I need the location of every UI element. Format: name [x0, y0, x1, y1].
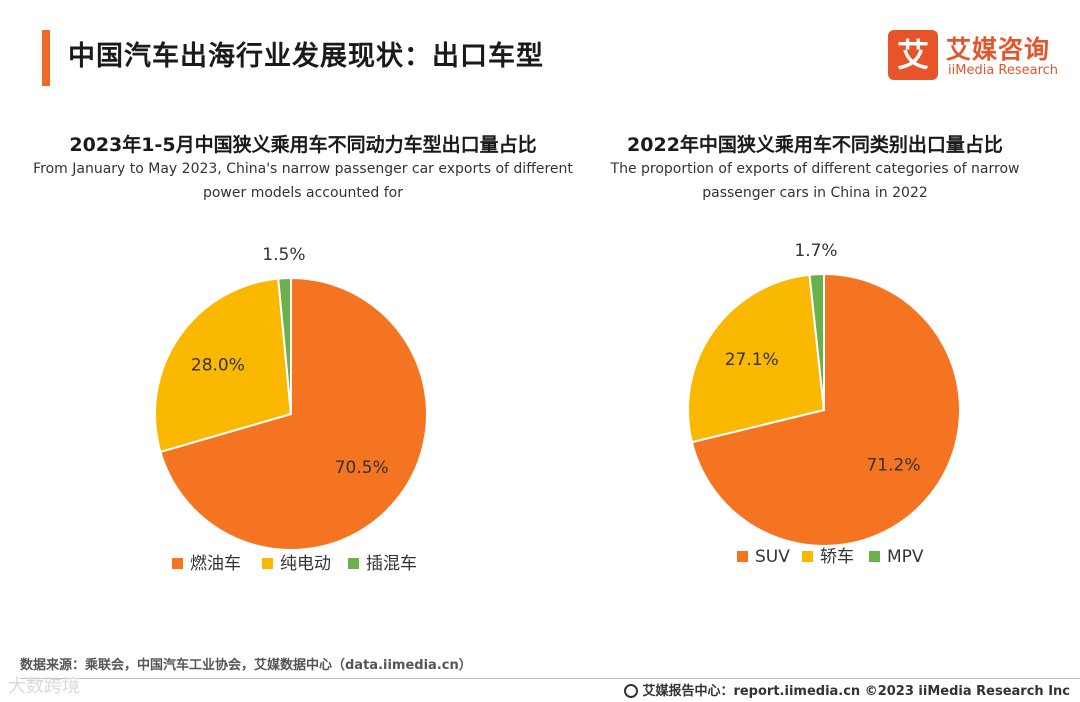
- title-accent-bar: [42, 30, 50, 86]
- chart2-slice-3: [808, 272, 825, 411]
- chart2-subtitle-line1: The proportion of exports of different c…: [610, 161, 1020, 177]
- chart2-legend-label-3: MPV: [887, 547, 924, 567]
- globe-icon: [624, 684, 639, 698]
- chart2-label-2: 27.1%: [725, 350, 779, 370]
- chart2-subtitle: The proportion of exports of different c…: [535, 157, 1080, 205]
- chart1-label-3: 1.5%: [262, 245, 305, 265]
- chart1-legend-swatch-2: [262, 558, 273, 569]
- chart1-legend-swatch-3: [348, 558, 359, 569]
- logo-mark: 艾: [888, 30, 938, 80]
- chart2-legend-swatch-2: [802, 551, 813, 562]
- data-source: 数据来源：乘联会，中国汽车工业协会，艾媒数据中心（data.iimedia.cn…: [20, 658, 472, 673]
- chart1-subtitle-line2: power models accounted for: [202, 185, 404, 201]
- chart2-slice-2: [687, 273, 826, 444]
- chart1-label-2: 28.0%: [191, 355, 245, 375]
- chart2-title: 2022年中国狭义乘用车不同类别出口量占比: [627, 134, 1003, 156]
- logo-name-en: iiMedia Research: [948, 63, 1059, 78]
- watermark: 大数跨境: [8, 676, 80, 697]
- chart2-label-1: 71.2%: [866, 456, 920, 476]
- chart1-slice-3: [277, 276, 292, 415]
- chart2-subtitle-line2: passenger cars in China in 2022: [702, 185, 928, 201]
- chart2-legend-label-1: SUV: [755, 547, 790, 567]
- chart1-label-1: 70.5%: [335, 458, 389, 478]
- iimedia-logo: 艾 艾媒咨询 iiMedia Research: [888, 30, 1068, 82]
- chart2-label-3: 1.7%: [794, 241, 837, 261]
- logo-name-cn: 艾媒咨询: [946, 35, 1051, 64]
- chart1-title: 2023年1-5月中国狭义乘用车不同动力车型出口量占比: [69, 134, 537, 156]
- chart2-slice-1: [690, 272, 961, 547]
- chart2-legend-swatch-3: [869, 551, 880, 562]
- chart1-subtitle: From January to May 2023, China's narrow…: [23, 157, 583, 205]
- chart1-slice-1: [159, 276, 429, 551]
- footer-credit: 艾媒报告中心：report.iimedia.cn ©2023 iiMedia R…: [624, 680, 1070, 699]
- chart2-legend-label-2: 轿车: [820, 547, 854, 567]
- pie-charts: 70.5% 28.0% 1.5% 燃油车 纯电动 插混车 71.2% 27.1% 1.7% SUV…: [154, 241, 961, 574]
- chart2-legend-swatch-1: [737, 551, 748, 562]
- chart1-subtitle-line1: From January to May 2023, China's narrow…: [33, 161, 573, 177]
- chart1-legend-label-3: 插混车: [366, 554, 417, 574]
- chart1-slice-2: [154, 277, 293, 454]
- chart1-legend-swatch-1: [172, 558, 183, 569]
- chart1-legend-label-2: 纯电动: [280, 554, 331, 574]
- page-title: 中国汽车出海行业发展现状：出口车型: [68, 41, 544, 72]
- chart1-legend-label-1: 燃油车: [190, 554, 241, 574]
- footer-text: 艾媒报告中心：report.iimedia.cn ©2023 iiMedia R…: [642, 684, 1070, 699]
- footer-divider: [20, 678, 1080, 679]
